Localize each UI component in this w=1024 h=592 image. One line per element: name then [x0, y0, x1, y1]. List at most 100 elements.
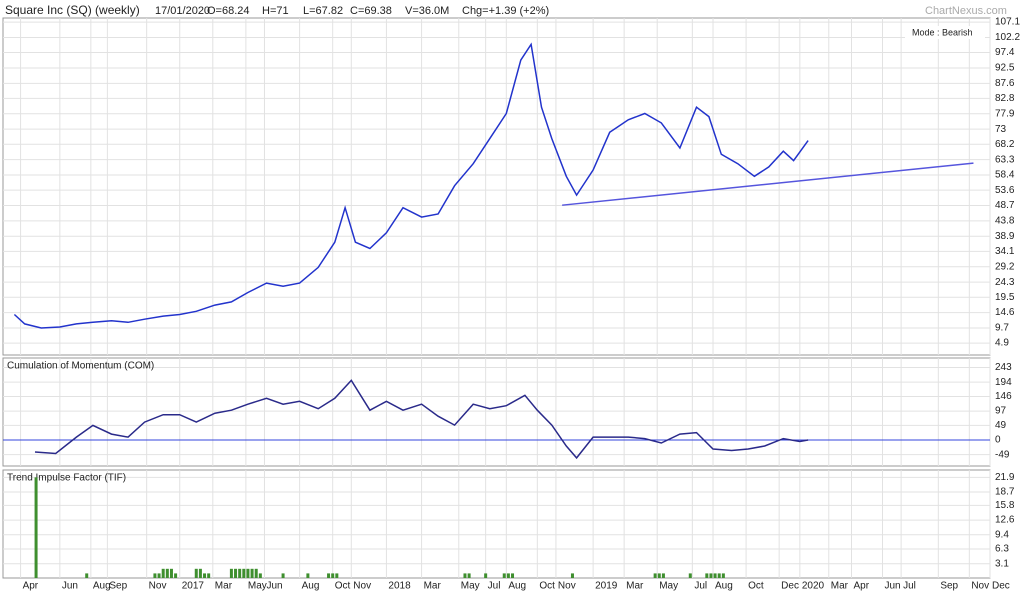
bar: [705, 573, 709, 578]
bar: [570, 573, 574, 578]
quote-date: 17/01/2020: [155, 5, 210, 17]
bar: [207, 573, 211, 578]
bar: [713, 573, 717, 578]
x-tick-label: Sep: [109, 581, 127, 592]
y-tick-label: 97: [995, 406, 1007, 417]
x-tick-label: Jun: [885, 581, 901, 592]
x-tick-label: Sep: [940, 581, 958, 592]
bar: [242, 568, 246, 578]
panel-title: Cumulation of Momentum (COM): [7, 361, 154, 372]
bar: [281, 573, 285, 578]
y-tick-label: 87.6: [995, 78, 1015, 89]
x-tick-label: Nov: [971, 581, 989, 592]
x-tick-label: Jul: [694, 581, 707, 592]
bar: [85, 573, 89, 578]
x-tick-label: Oct: [539, 581, 555, 592]
x-tick-label: Mar: [215, 581, 233, 592]
y-tick-label: -49: [995, 449, 1010, 460]
bar: [335, 573, 339, 578]
y-tick-label: 15.8: [995, 500, 1015, 511]
x-tick-label: Apr: [23, 581, 39, 592]
x-tick-label: Nov: [353, 581, 371, 592]
bar: [306, 573, 310, 578]
y-tick-label: 92.5: [995, 63, 1015, 74]
bar: [502, 573, 506, 578]
y-tick-label: 146: [995, 391, 1012, 402]
y-tick-label: 14.6: [995, 307, 1015, 318]
bar: [234, 568, 238, 578]
quote-close: C=69.38: [350, 5, 392, 17]
quote-open: O=68.24: [207, 5, 250, 17]
x-tick-label: Oct: [748, 581, 764, 592]
bar: [198, 568, 202, 578]
bar: [194, 568, 198, 578]
bar: [174, 573, 178, 578]
bar: [484, 573, 488, 578]
panel-title: Trend Impulse Factor (TIF): [7, 473, 126, 484]
y-tick-label: 58.4: [995, 170, 1015, 181]
y-tick-label: 3.1: [995, 558, 1009, 569]
x-tick-label: 2018: [388, 581, 411, 592]
y-tick-label: 194: [995, 377, 1012, 388]
x-tick-label: Aug: [715, 581, 733, 592]
y-tick-label: 38.9: [995, 231, 1015, 242]
x-tick-label: Aug: [93, 581, 111, 592]
y-tick-label: 82.8: [995, 93, 1015, 104]
x-tick-label: Mar: [831, 581, 849, 592]
bar: [467, 573, 471, 578]
bar: [688, 573, 692, 578]
y-tick-label: 49: [995, 420, 1007, 431]
x-tick-label: Nov: [149, 581, 167, 592]
bar: [463, 573, 467, 578]
panel-frame: [2, 357, 991, 467]
y-tick-label: 29.2: [995, 261, 1015, 272]
x-tick-label: Aug: [508, 581, 526, 592]
x-tick-label: Jun: [266, 581, 282, 592]
x-tick-label: Mar: [424, 581, 442, 592]
y-tick-label: 107.1: [995, 17, 1020, 28]
bar: [258, 573, 262, 578]
y-tick-label: 63.3: [995, 154, 1015, 165]
y-tick-label: 12.6: [995, 515, 1015, 526]
brand: ChartNexus.com: [925, 5, 1007, 17]
bar: [153, 573, 157, 578]
quote-volume: V=36.0M: [405, 5, 449, 17]
y-tick-label: 18.7: [995, 487, 1015, 498]
y-tick-label: 48.7: [995, 200, 1015, 211]
y-tick-label: 4.9: [995, 338, 1009, 349]
y-tick-label: 77.9: [995, 108, 1015, 119]
y-tick-label: 53.6: [995, 185, 1015, 196]
panel-frame: [2, 17, 991, 356]
y-tick-label: 21.9: [995, 472, 1015, 483]
y-tick-label: 24.3: [995, 277, 1015, 288]
quote-low: L=67.82: [303, 5, 343, 17]
y-tick-label: 68.2: [995, 139, 1015, 150]
x-tick-label: May: [659, 581, 678, 592]
chart-title: Square Inc (SQ) (weekly): [5, 3, 140, 17]
bar: [661, 573, 665, 578]
y-tick-label: 0: [995, 435, 1001, 446]
bar: [229, 568, 233, 578]
x-tick-label: Dec: [992, 581, 1010, 592]
series-line: [13, 42, 809, 329]
bar: [327, 573, 331, 578]
x-tick-label: 2017: [182, 581, 205, 592]
bar: [709, 573, 713, 578]
y-tick-label: 9.4: [995, 529, 1009, 540]
bar: [161, 568, 165, 578]
y-tick-label: 6.3: [995, 544, 1009, 555]
x-tick-label: Mar: [626, 581, 644, 592]
trend-line: [562, 162, 974, 206]
y-tick-label: 102.2: [995, 32, 1020, 43]
bar: [717, 573, 721, 578]
series-line: [34, 379, 809, 460]
x-tick-label: 2020: [802, 581, 825, 592]
y-tick-label: 19.5: [995, 292, 1015, 303]
y-tick-label: 43.8: [995, 216, 1015, 227]
y-tick-label: 243: [995, 362, 1012, 373]
x-tick-label: Dec: [781, 581, 799, 592]
bar: [511, 573, 515, 578]
bar: [653, 573, 657, 578]
x-tick-label: Jul: [488, 581, 501, 592]
